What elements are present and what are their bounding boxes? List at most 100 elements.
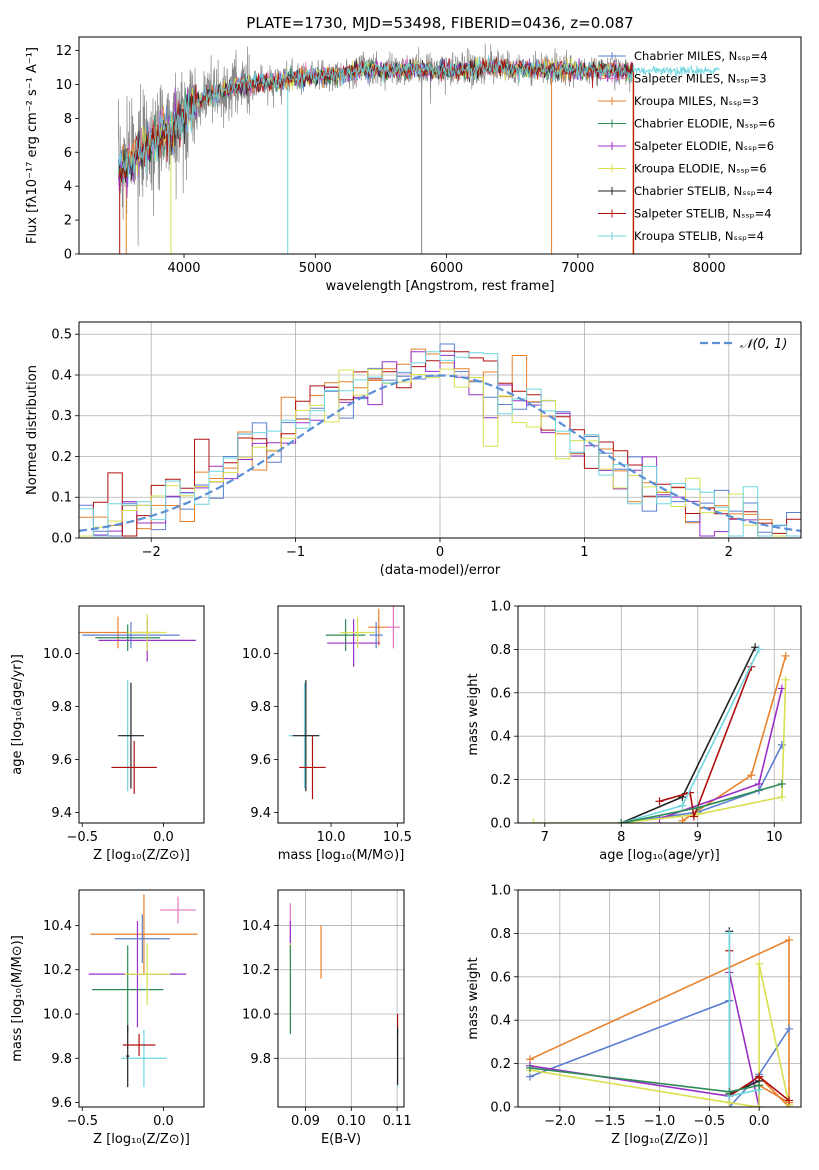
y-tick-label: 0.2 [490,1057,511,1072]
y-tick-label: 10 [55,78,72,93]
x-axis-label: (data-model)/error [380,563,501,578]
spectrum-lines [118,43,720,254]
y-tick-label: 0 [64,248,72,263]
normal-curve [79,374,801,532]
x-tick-label: 9 [694,830,702,845]
x-tick-label: −1.5 [594,1114,626,1129]
legend-entry: Kroupa STELIB, Nₛₛₚ=4 [634,229,764,243]
chart-mass_vs_Z: −0.5 0.0 9.6 9.8 10.0 10.2 10.4 Z [log₁₀(Z/Z⊙)]… [10,889,205,1147]
legend-entry: Salpeter ELODIE, Nₛₛₚ=6 [634,139,774,153]
y-axis-label: mass weight [466,673,481,755]
weight-series-line [659,666,753,820]
legend-entry: 𝒩(0, 1) [740,337,787,352]
x-tick-label: −0.5 [66,1114,98,1129]
x-tick-label: −0.5 [694,1114,726,1129]
x-tick-label: 0.0 [153,830,174,845]
weight-series-line [728,933,760,1098]
legend-entry: Kroupa MILES, Nₛₛₚ=3 [634,94,759,108]
y-axis-label: mass [log₁₀(M/M⊙)] [10,935,25,1062]
y-tick-label: 0.4 [51,368,72,383]
legend-entry: Chabrier ELODIE, Nₛₛₚ=6 [634,117,775,131]
errorbars [88,894,198,1088]
x-tick-label: −0.5 [66,830,98,845]
x-axis-label: mass [log₁₀(M/M⊙)] [278,848,405,863]
x-axis-label: E(B-V) [321,1132,361,1147]
y-tick-label: 9.6 [250,753,271,768]
y-tick-label: 10.0 [43,1008,72,1023]
y-tick-label: 9.6 [51,1096,72,1111]
y-tick-label: 0.0 [490,817,511,832]
chart-spectrum: 4000 5000 6000 7000 8000 0 2 4 6 8 10 12 wavelength … [25,14,802,294]
errorbars [288,606,401,800]
chart-title: PLATE=1730, MJD=53498, FIBERID=0436, z=0… [246,14,633,32]
weight-series-line [529,972,760,1107]
y-tick-label: 0.2 [490,773,511,788]
y-tick-label: 9.6 [51,753,72,768]
y-tick-label: 0.0 [51,532,72,547]
x-tick-label: −2 [142,545,161,560]
x-tick-label: 0.0 [749,1114,770,1129]
axes-frame [78,605,205,824]
y-tick-label: 9.4 [250,806,271,821]
y-tick-label: 9.4 [51,806,72,821]
axes-frame [277,605,405,824]
y-tick-label: 9.8 [250,1052,271,1067]
errorbars [79,613,196,794]
legend: Chabrier MILES, Nₛₛₚ=4 Salpeter MILES, Nₛ… [598,49,775,243]
chart-residuals: −2 −1 0 1 2 0.0 0.1 0.2 0.3 0.4 0.5 (data-model)/er… [25,321,802,578]
weight-lines [525,927,794,1107]
y-axis-label: Flux [fλ10⁻¹⁷ erg cm⁻² s⁻¹ A⁻¹] [25,47,40,244]
y-tick-label: 9.8 [51,1052,72,1067]
legend-entry: Salpeter MILES, Nₛₛₚ=3 [634,72,767,86]
x-tick-label: 10.5 [383,830,412,845]
y-tick-label: 2 [64,214,72,229]
y-tick-label: 9.8 [51,700,72,715]
y-tick-label: 0.5 [51,328,72,343]
weight-series-line [529,963,790,1107]
chart-mass_weight_vs_age: 7 8 9 10 0.0 0.2 0.4 0.6 0.8 1.0 age [log₁₀(age/yr… [466,600,802,863]
y-tick-label: 9.8 [250,700,271,715]
y-tick-label: 0.8 [490,643,511,658]
legend-entry: Chabrier STELIB, Nₛₛₚ=4 [634,184,773,198]
y-tick-label: 8 [64,112,72,127]
axes-frame [78,36,802,255]
y-tick-label: 0.4 [490,1014,511,1029]
legend-entry: Salpeter STELIB, Nₛₛₚ=4 [634,207,772,221]
x-tick-label: −1 [286,545,305,560]
chart-age_vs_mass: 10.0 10.5 9.4 9.6 9.8 10.0 mass [log₁₀(M/M⊙)] [242,605,412,863]
x-axis-label: Z [log₁₀(Z/Z⊙)] [611,1132,708,1147]
axes-frame [517,889,802,1108]
y-tick-label: 10.4 [43,919,72,934]
chart-age_vs_Z: −0.5 0.0 9.4 9.6 9.8 10.0 Z [log₁₀(Z/Z⊙)] age [… [10,605,205,863]
y-tick-label: 6 [64,146,72,161]
y-tick-label: 1.0 [490,884,511,899]
x-tick-label: 0 [436,545,444,560]
y-tick-label: 12 [55,44,72,59]
legend-entry: Chabrier MILES, Nₛₛₚ=4 [634,49,768,63]
errorbars [289,903,399,1088]
x-axis-label: age [log₁₀(age/yr)] [599,848,720,863]
y-tick-label: 0.1 [51,491,72,506]
legend-entry: Kroupa ELODIE, Nₛₛₚ=6 [634,162,767,176]
y-tick-label: 10.4 [242,919,271,934]
x-tick-label: 0.0 [153,1114,174,1129]
axes-frame [78,889,205,1108]
x-tick-label: −1.0 [644,1114,676,1129]
y-tick-label: 0.3 [51,409,72,424]
y-tick-label: 0.8 [490,927,511,942]
histograms [79,343,801,538]
axes-frame [277,889,405,1108]
y-tick-label: 10.0 [242,1008,271,1023]
x-tick-label: 10 [766,830,783,845]
weight-lines [529,643,790,823]
model-spectrum-tail [632,64,720,79]
chart-mass_vs_EBV: 0.09 0.10 0.11 9.8 10.0 10.2 10.4 E(B-V) [242,889,412,1147]
histogram-series [79,351,801,538]
x-tick-label: 0.09 [291,1114,320,1129]
y-tick-label: 0.6 [490,970,511,985]
y-axis-label: age [log₁₀(age/yr)] [10,654,25,775]
x-tick-label: 2 [725,545,733,560]
y-tick-label: 0.6 [490,686,511,701]
x-axis-label: Z [log₁₀(Z/Z⊙)] [93,848,190,863]
